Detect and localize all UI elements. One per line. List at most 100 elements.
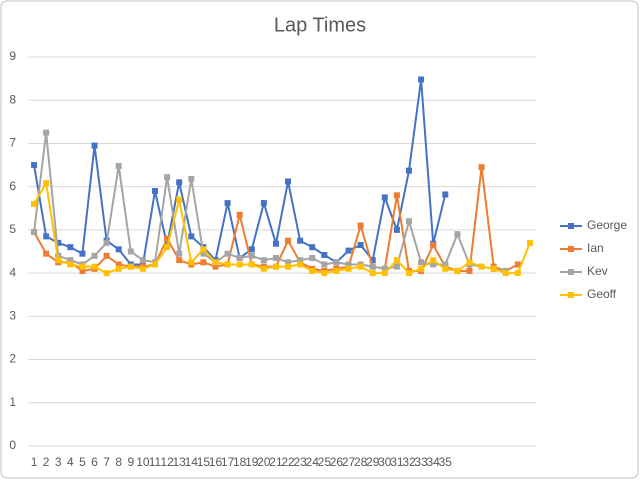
x-tick-label: 19 [245,455,259,469]
point-marker [176,250,183,257]
x-tick-label: 23 [293,455,307,469]
x-tick-label: 1 [31,455,38,469]
point-marker [164,174,171,181]
point-marker [381,194,388,201]
point-marker [297,261,304,268]
point-marker [357,242,364,249]
point-marker [115,246,122,253]
point-marker [285,178,292,185]
x-tick-label: 18 [233,455,247,469]
x-tick-label: 15 [197,455,211,469]
point-marker [309,254,316,261]
point-marker [152,261,158,268]
point-marker [430,261,437,268]
point-marker [164,235,171,242]
x-tick-label: 31 [390,455,404,469]
x-tick-label: 2 [43,455,50,469]
point-marker [272,254,279,261]
point-marker [248,261,255,268]
point-marker [188,175,195,182]
point-marker [260,257,267,264]
point-marker [31,200,38,207]
point-marker [260,200,267,207]
x-tick-label: 34 [427,455,441,469]
point-marker [430,257,437,264]
x-tick-label: 30 [378,455,392,469]
x-tick-label: 17 [221,455,235,469]
x-tick-label: 22 [281,455,295,469]
point-marker [381,270,388,277]
x-tick-label: 27 [342,455,356,469]
point-marker [478,164,485,171]
point-marker [285,263,292,270]
x-tick-label: 20 [257,455,271,469]
point-marker [345,265,352,272]
point-marker [103,270,110,277]
point-marker [272,240,279,247]
point-marker [236,254,243,261]
point-marker [418,265,425,272]
point-marker [43,233,50,240]
x-tick-label: 13 [173,455,187,469]
point-marker [321,261,328,268]
point-marker [67,261,74,268]
point-marker [406,167,412,174]
point-marker [31,162,38,169]
point-marker [224,200,231,207]
point-marker [115,261,122,268]
point-marker [514,270,521,277]
x-tick-label: 6 [91,455,98,469]
x-tick-label: 11 [149,455,162,469]
legend-label: Ian [587,241,604,255]
point-marker [115,265,122,272]
x-tick-label: 3 [55,455,62,469]
point-marker [55,257,62,264]
point-marker [442,265,449,272]
point-marker [248,252,255,259]
point-marker [466,259,473,266]
point-marker [236,261,243,268]
point-marker [260,265,267,272]
point-marker [466,267,473,274]
x-tick-label: 7 [103,455,110,469]
y-tick-label: 9 [9,49,16,63]
point-marker [285,259,292,266]
point-marker [103,239,110,246]
legend-marker [568,223,574,229]
point-marker [127,263,134,270]
y-tick-label: 8 [9,92,16,106]
point-marker [321,270,328,277]
point-marker [430,242,437,249]
point-marker [406,270,412,277]
point-marker [297,237,304,244]
point-marker [309,267,316,274]
point-marker [200,259,207,266]
point-marker [55,239,62,246]
point-marker [103,252,110,259]
point-marker [43,250,50,257]
y-tick-label: 7 [9,136,16,150]
y-tick-label: 4 [9,265,16,279]
x-tick-label: 25 [318,455,332,469]
y-tick-label: 3 [9,309,16,323]
point-marker [248,246,255,253]
y-tick-label: 1 [9,395,16,409]
legend-marker [568,269,574,275]
y-tick-label: 2 [9,352,16,366]
x-tick-label: 28 [354,455,368,469]
point-marker [139,257,146,264]
point-marker [212,259,219,266]
point-marker [115,162,122,169]
point-marker [514,261,521,268]
chart-title: Lap Times [274,14,366,36]
point-marker [345,247,352,254]
x-tick-label: 4 [67,455,74,469]
legend-marker [568,292,574,298]
point-marker [490,265,497,272]
point-marker [79,263,86,270]
point-marker [139,265,146,272]
point-marker [212,263,219,270]
point-marker [67,257,74,264]
point-marker [127,248,134,255]
